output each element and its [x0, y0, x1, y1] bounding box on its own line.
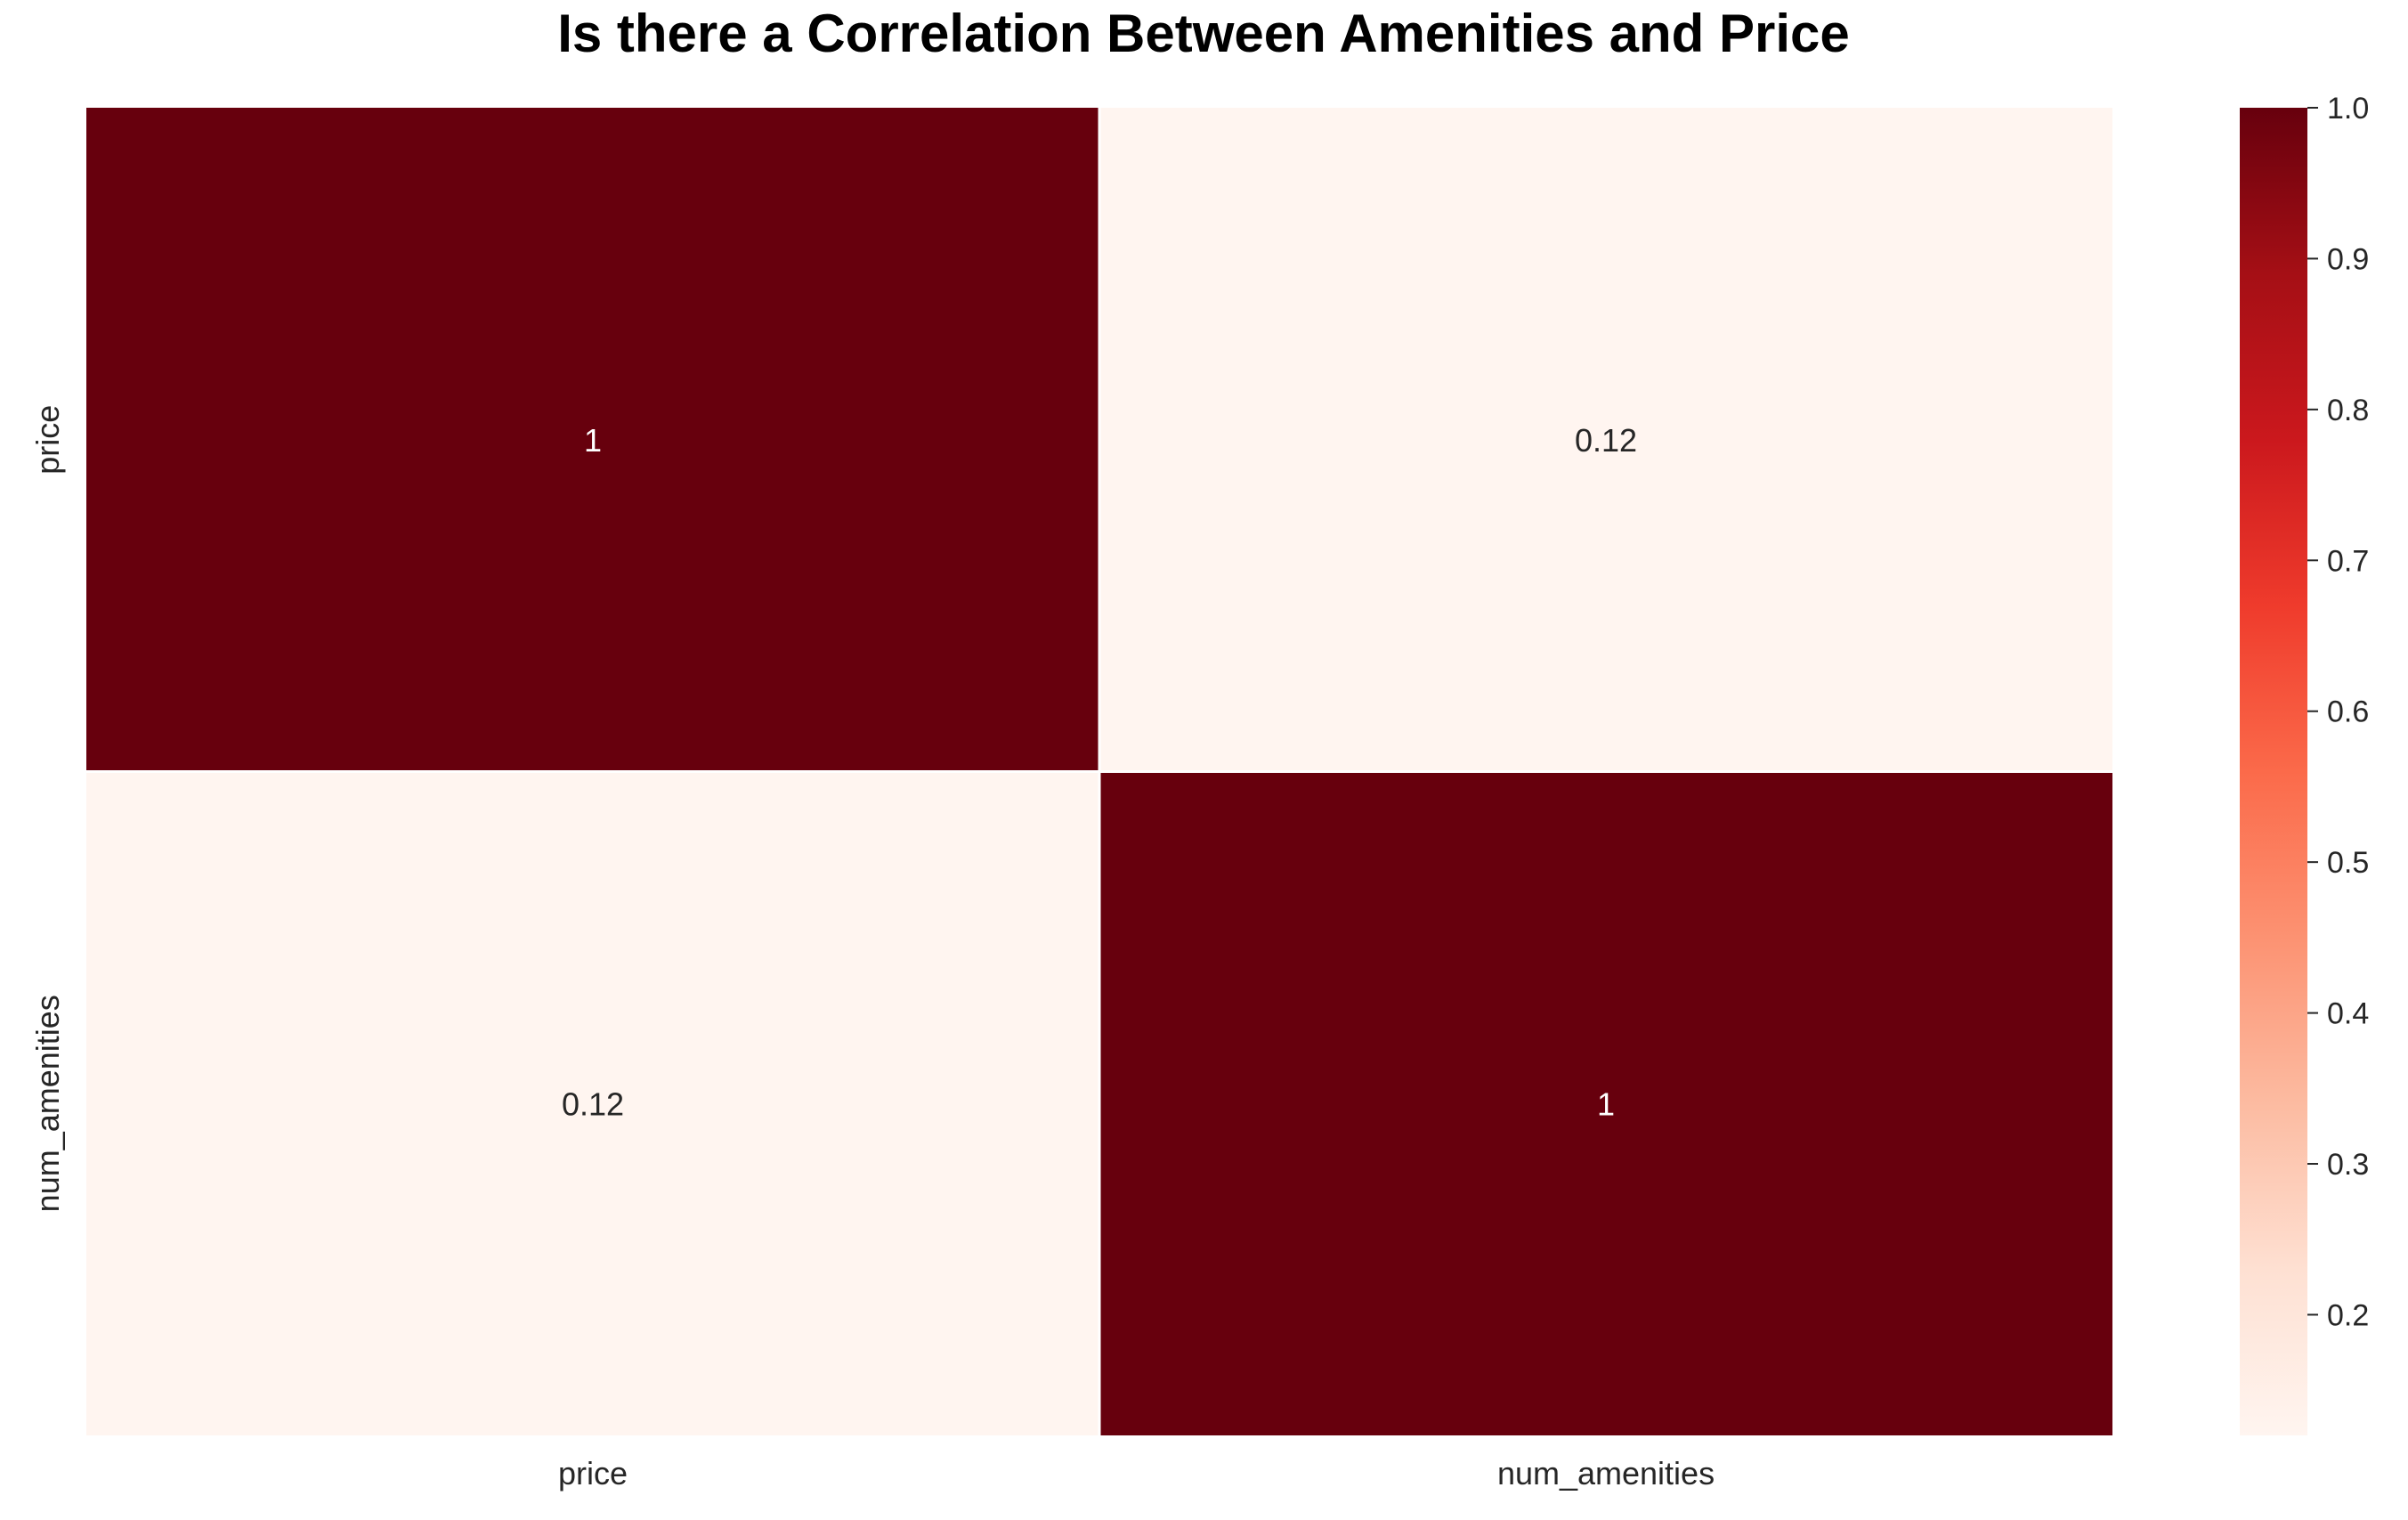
- colorbar-tick-label: 1.0: [2327, 92, 2369, 126]
- heatmap-cell-price-num_amenities: [1100, 108, 2112, 770]
- heatmap-cell-price-price: [86, 108, 1099, 770]
- colorbar-tick-label: 0.3: [2327, 1148, 2369, 1182]
- y-tick-label-num_amenities: num_amenities: [29, 995, 66, 1212]
- y-axis-tick-labels: price num_amenities: [29, 405, 66, 1213]
- heatmap-cell-num_amenities-num_amenities: [1100, 773, 2112, 1435]
- cell-annotation-price-num_amenities: 0.12: [1575, 422, 1637, 459]
- y-tick-label-price: price: [29, 405, 66, 475]
- x-axis-tick-labels: price num_amenities: [558, 1455, 1715, 1492]
- colorbar-tick-label: 0.9: [2327, 242, 2369, 276]
- colorbar-tick-label: 0.6: [2327, 695, 2369, 729]
- x-tick-label-num_amenities: num_amenities: [1497, 1455, 1715, 1492]
- colorbar: [2240, 108, 2307, 1435]
- heatmap-cell-num_amenities-price: [86, 773, 1099, 1435]
- x-tick-label-price: price: [558, 1455, 628, 1492]
- cell-annotation-num_amenities-num_amenities: 1: [1597, 1085, 1615, 1122]
- colorbar-tick-label: 0.2: [2327, 1298, 2369, 1332]
- cell-annotation-num_amenities-price: 0.12: [562, 1085, 624, 1122]
- heatmap-cells: [86, 108, 2112, 1435]
- cell-annotation-price-price: 1: [584, 422, 602, 459]
- heatmap-cell-labels: 1 0.12 0.12 1: [562, 422, 1637, 1123]
- colorbar-tick-labels: 0.2 0.3 0.4 0.5 0.6 0.7 0.8 0.9 1.0: [2307, 92, 2369, 1332]
- colorbar-tick-label: 0.5: [2327, 846, 2369, 880]
- colorbar-tick-label: 0.8: [2327, 394, 2369, 427]
- chart-title: Is there a Correlation Between Amenities…: [557, 4, 1850, 63]
- colorbar-tick-label: 0.7: [2327, 544, 2369, 578]
- colorbar-tick-label: 0.4: [2327, 997, 2369, 1031]
